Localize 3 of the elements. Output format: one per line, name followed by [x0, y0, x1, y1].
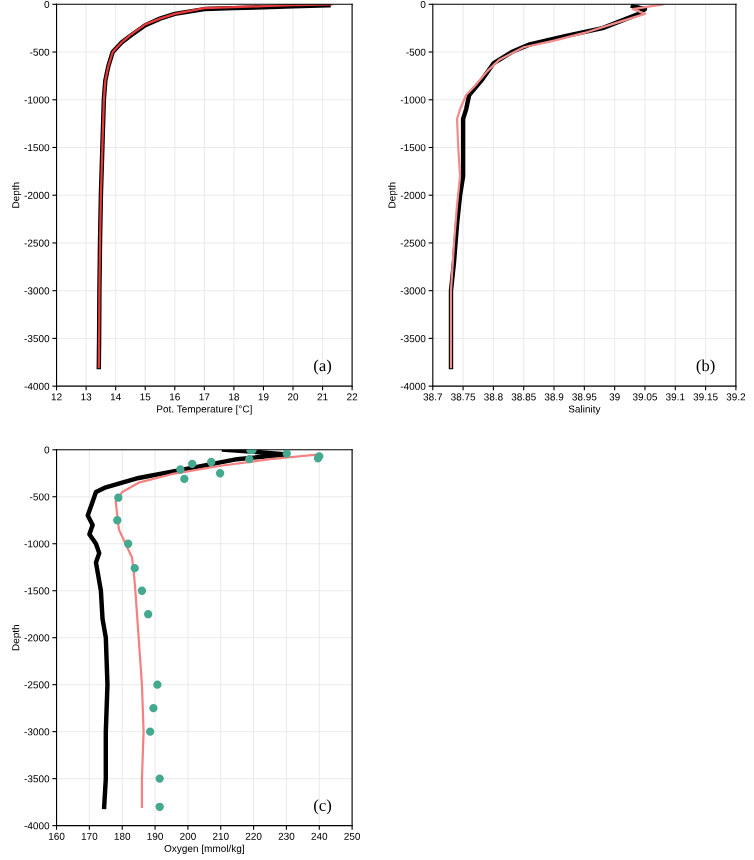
- annotation: (b): [696, 359, 715, 375]
- annotation: (a): [314, 359, 332, 375]
- annotation: (c): [314, 799, 332, 815]
